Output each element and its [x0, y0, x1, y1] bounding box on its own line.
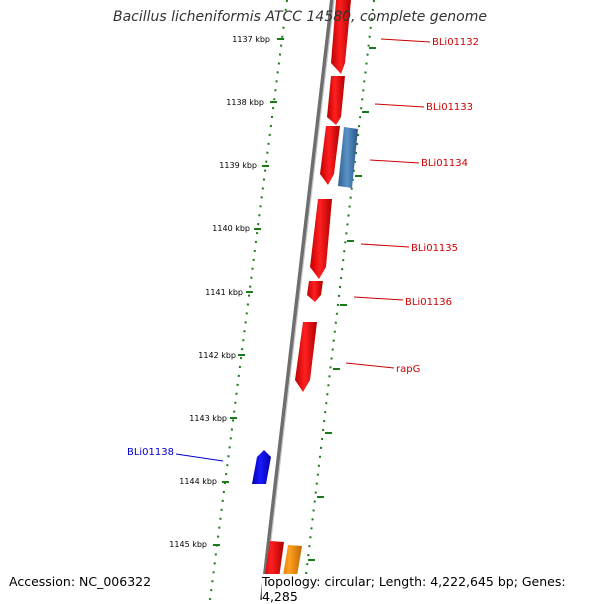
- gene-bli01138[interactable]: [252, 450, 271, 484]
- gene-bli01132[interactable]: [331, 0, 351, 74]
- tick-label: 1140 kbp: [212, 224, 250, 233]
- gene-label-rapg[interactable]: rapG: [396, 364, 420, 375]
- tick-label: 1139 kbp: [219, 161, 257, 170]
- ruler-left: [209, 0, 288, 600]
- gene-label-bli01135[interactable]: BLi01135: [411, 243, 458, 254]
- accession-text: Accession: NC_006322: [9, 574, 152, 589]
- gene-bli01133[interactable]: [327, 76, 345, 125]
- gene-label-bli01138[interactable]: BLi01138: [127, 447, 174, 458]
- gene-label-bli01132[interactable]: BLi01132: [432, 37, 479, 48]
- tick-labels: 1137 kbp 1138 kbp 1139 kbp 1140 kbp 1141…: [169, 35, 270, 549]
- tick-label: 1141 kbp: [205, 288, 243, 297]
- backbone: [260, 0, 335, 600]
- gene-label-bli01134[interactable]: BLi01134: [421, 158, 468, 169]
- tick-label: 1143 kbp: [189, 414, 227, 423]
- ruler-right-ticks: [308, 47, 376, 561]
- gene-other-blue[interactable]: [338, 127, 358, 188]
- genes: [252, 0, 358, 600]
- label-leaders: [175, 38, 431, 462]
- tick-label: 1142 kbp: [198, 351, 236, 360]
- gene-label-bli01133[interactable]: BLi01133: [426, 102, 473, 113]
- gene-bli01134[interactable]: [320, 126, 340, 185]
- gene-label-bli01136[interactable]: BLi01136: [405, 297, 452, 308]
- tick-label: 1138 kbp: [226, 98, 264, 107]
- tick-label: 1137 kbp: [232, 35, 270, 44]
- tick-label: 1144 kbp: [179, 477, 217, 486]
- genome-stats-text: Topology: circular; Length: 4,222,645 bp…: [262, 574, 600, 604]
- tick-label: 1145 kbp: [169, 540, 207, 549]
- gene-labels: BLi01132 BLi01133 BLi01134 BLi01135 BLi0…: [127, 37, 479, 458]
- map-title: Bacillus licheniformis ATCC 14580, compl…: [113, 9, 487, 25]
- gene-bli01135[interactable]: [310, 199, 332, 279]
- ruler-major-ticks: [213, 38, 284, 546]
- gene-rapg[interactable]: [295, 322, 317, 392]
- ruler-right: [302, 0, 375, 600]
- gene-bli01136[interactable]: [307, 281, 323, 302]
